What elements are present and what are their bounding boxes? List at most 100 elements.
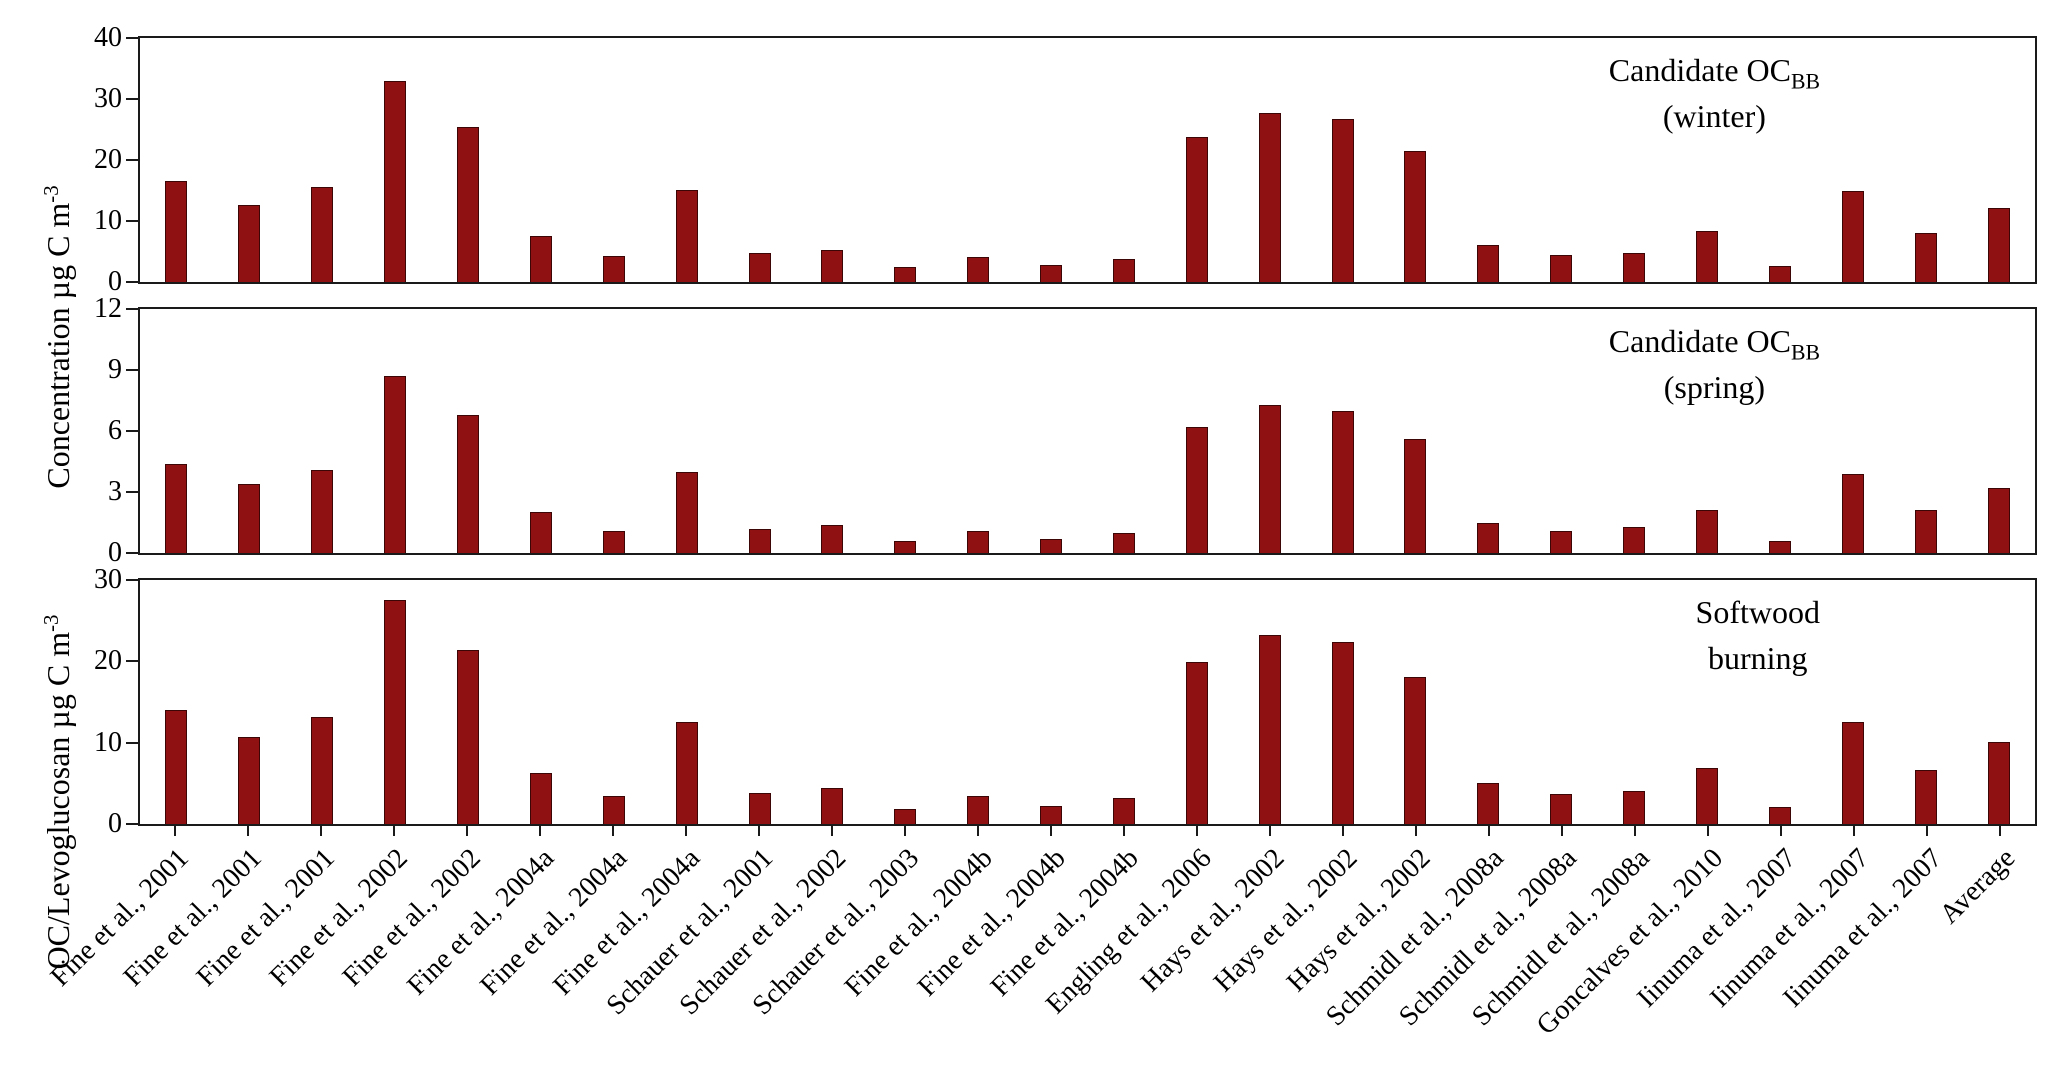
y-tick-mark <box>126 741 138 744</box>
x-axis-labels: Fine et al., 2001 Fine et al., 2001 Fine e… <box>45 826 2037 1090</box>
bar-softwood-burning <box>602 795 625 824</box>
x-tick-mark <box>1926 826 1929 836</box>
x-tick-mark <box>1999 826 2002 836</box>
bar-candidate-ocbb-winter <box>1987 207 2010 282</box>
bar-candidate-ocbb-winter <box>1914 233 1937 282</box>
bar-candidate-ocbb-spring <box>1185 426 1208 553</box>
x-tick-mark <box>1196 826 1199 836</box>
bar-candidate-ocbb-winter <box>456 127 479 282</box>
x-tick-mark <box>1488 826 1491 836</box>
bar-candidate-ocbb-spring <box>602 530 625 553</box>
y-tick-label: 30 <box>94 83 122 114</box>
bar-softwood-burning <box>1914 769 1937 824</box>
y-tick-label: 20 <box>94 645 122 677</box>
bar-candidate-ocbb-winter <box>311 187 334 282</box>
y-tick-mark <box>126 220 138 222</box>
bar-softwood-burning <box>748 793 771 824</box>
y-tick-label: 10 <box>94 205 122 236</box>
bar-candidate-ocbb-spring <box>1258 404 1281 553</box>
bar-softwood-burning <box>821 788 844 824</box>
panel-candidate-ocbb-spring: Candidate OCBB (spring) 0 3 6 9 12 <box>94 295 2037 567</box>
bar-candidate-ocbb-winter <box>1112 259 1135 282</box>
x-tick-mark <box>1561 826 1564 836</box>
bar-candidate-ocbb-spring <box>748 528 771 553</box>
y-tick-label: 40 <box>94 22 122 53</box>
bar-softwood-burning <box>1477 783 1500 824</box>
bar-candidate-ocbb-spring <box>311 469 334 553</box>
bar-softwood-burning <box>1040 806 1063 824</box>
bar-candidate-ocbb-spring <box>165 463 188 553</box>
bar-candidate-ocbb-spring <box>1404 439 1427 553</box>
bar-softwood-burning <box>1258 634 1281 824</box>
y-tick-label: 12 <box>94 293 122 324</box>
bar-candidate-ocbb-winter <box>1841 191 1864 282</box>
panel-title-line2: (winter) <box>1662 97 1766 134</box>
bar-softwood-burning <box>1623 791 1646 824</box>
y-tick-label: 9 <box>108 354 122 385</box>
x-tick-mark <box>1634 826 1637 836</box>
x-tick-mark <box>757 826 760 836</box>
y-tick-label: 3 <box>108 476 122 507</box>
x-tick-mark <box>538 826 541 836</box>
bar-candidate-ocbb-spring <box>967 530 990 553</box>
bar-candidate-ocbb-spring <box>1477 522 1500 553</box>
panel-title-main: Softwood <box>1695 594 1820 630</box>
bar-candidate-ocbb-winter <box>821 249 844 282</box>
bar-softwood-burning <box>384 599 407 824</box>
y-tick-mark <box>126 430 138 432</box>
panel-title-main: Candidate OC <box>1608 52 1791 88</box>
bar-softwood-burning <box>1987 741 2010 824</box>
y-tick-label: 0 <box>108 266 122 297</box>
x-axis-label-text: Average <box>1933 842 2021 931</box>
bar-candidate-ocbb-spring <box>1331 410 1354 553</box>
bar-softwood-burning <box>529 772 552 824</box>
panel-title-spring: Candidate OCBB (spring) <box>1609 321 1820 408</box>
bar-candidate-ocbb-winter <box>1696 230 1719 282</box>
bar-candidate-ocbb-winter <box>1185 136 1208 282</box>
bar-softwood-burning <box>1185 662 1208 824</box>
bar-softwood-burning <box>311 716 334 824</box>
x-tick-mark <box>903 826 906 836</box>
y-axis-label-superscript: -3 <box>39 614 63 632</box>
y-tick-mark <box>126 579 138 581</box>
panel-softwood-burning: Softwood burning 0 10 20 30 <box>94 566 2037 838</box>
bar-softwood-burning <box>967 795 990 824</box>
bar-candidate-ocbb-spring <box>894 540 917 553</box>
bar-candidate-ocbb-spring <box>1623 526 1646 553</box>
bar-candidate-ocbb-spring <box>1112 532 1135 553</box>
bar-candidate-ocbb-winter <box>894 267 917 282</box>
panel-candidate-ocbb-winter: Candidate OCBB (winter) 0 10 20 30 40 <box>94 24 2037 296</box>
bar-softwood-burning <box>238 736 261 824</box>
x-tick-mark <box>1415 826 1418 836</box>
y-tick-label: 6 <box>108 415 122 446</box>
panel-title-softwood: Softwood burning <box>1696 592 1820 679</box>
chart-panels: Candidate OCBB (winter) 0 10 20 30 40 Candid… <box>94 24 2037 849</box>
y-tick-label: 0 <box>108 537 122 568</box>
y-tick-mark <box>126 369 138 371</box>
bar-candidate-ocbb-spring <box>1841 473 1864 553</box>
y-tick-label: 20 <box>94 144 122 175</box>
y-tick-mark <box>126 552 138 554</box>
bar-candidate-ocbb-winter <box>1768 266 1791 282</box>
bar-candidate-ocbb-winter <box>1040 264 1063 282</box>
y-axis-label-text: OC/Levoglucosan µg C m <box>40 631 77 970</box>
bar-candidate-ocbb-winter <box>1258 113 1281 282</box>
bar-candidate-ocbb-spring <box>238 483 261 553</box>
bar-candidate-ocbb-spring <box>384 376 407 553</box>
x-tick-mark <box>830 826 833 836</box>
bar-candidate-ocbb-spring <box>821 524 844 553</box>
bar-candidate-ocbb-winter <box>529 236 552 282</box>
y-tick-mark <box>126 159 138 161</box>
y-axis-label-text: Concentration µg C m <box>40 202 77 489</box>
y-tick-label: 10 <box>94 726 122 758</box>
y-tick-mark <box>126 660 138 663</box>
y-tick-mark <box>126 281 138 283</box>
bar-candidate-ocbb-winter <box>1550 255 1573 282</box>
x-tick-mark <box>465 826 468 836</box>
y-tick-mark <box>126 308 138 310</box>
bar-softwood-burning <box>1768 806 1791 824</box>
y-tick-mark <box>126 37 138 39</box>
panel-title-subscript: BB <box>1790 69 1820 94</box>
y-tick-mark <box>126 823 138 825</box>
